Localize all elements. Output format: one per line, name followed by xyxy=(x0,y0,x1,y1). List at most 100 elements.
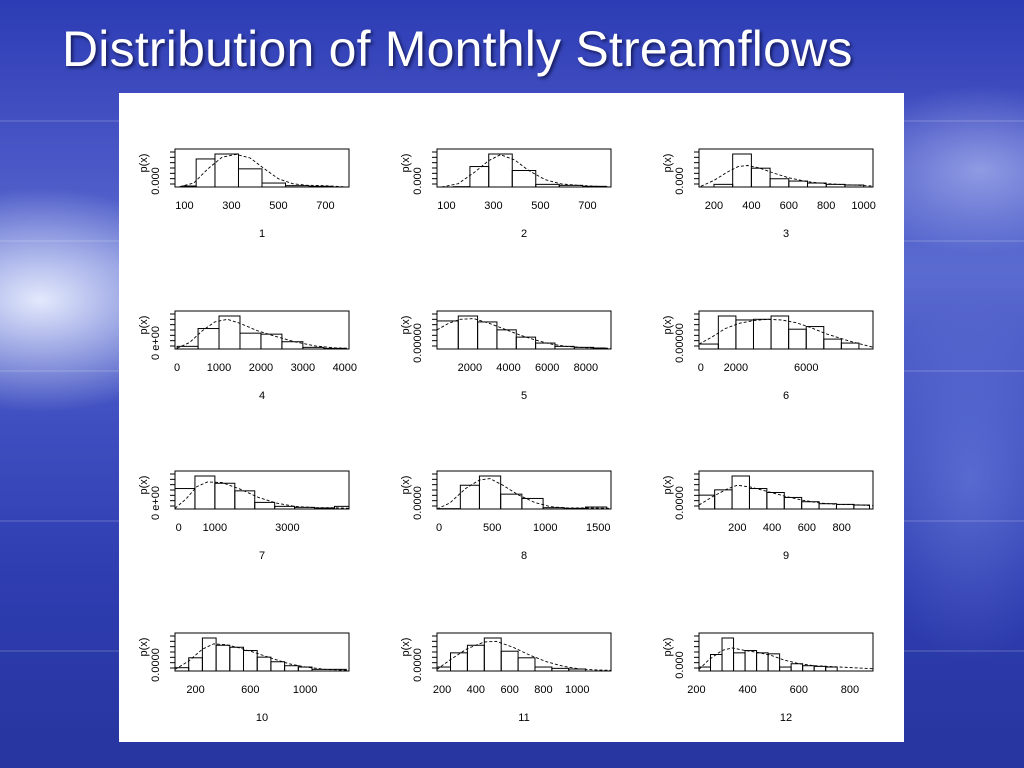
x-tick-label: 600 xyxy=(790,684,808,696)
x-tick-label: 600 xyxy=(500,684,518,696)
panel-title: 12 xyxy=(780,712,792,724)
x-tick-label: 200 xyxy=(433,684,451,696)
histogram-bar xyxy=(261,182,287,188)
histogram-10: 200 600 1000 p(x)0.0000 10 xyxy=(138,632,350,724)
histogram-bar xyxy=(521,497,544,510)
x-tick-label: 100 xyxy=(437,200,455,212)
x-tick-label: 1000 xyxy=(293,684,317,696)
histogram-bar xyxy=(260,333,283,350)
y-tick-label: 0.000 xyxy=(674,167,686,195)
histogram-bar xyxy=(256,656,272,672)
density-curve xyxy=(698,318,874,348)
x-tick-label: 1500 xyxy=(586,522,610,534)
density-curve xyxy=(441,154,612,188)
histogram-bar xyxy=(801,501,820,510)
histogram-bar xyxy=(744,650,758,672)
y-axis-label: p(x) xyxy=(138,476,150,495)
histogram-bar xyxy=(823,338,842,350)
y-axis-label: p(x) xyxy=(400,154,412,173)
panel-title: 3 xyxy=(783,228,789,240)
x-tick-label: 700 xyxy=(316,200,334,212)
histogram-bar xyxy=(214,482,236,510)
histogram-bar xyxy=(769,178,790,188)
y-axis-label: p(x) xyxy=(662,154,674,173)
histogram-bar xyxy=(568,668,587,672)
x-tick-label: 6000 xyxy=(535,362,559,374)
x-tick-label: 1000 xyxy=(207,362,231,374)
x-tick-label: 1000 xyxy=(565,684,589,696)
histogram-bar xyxy=(551,667,570,672)
histogram-bar xyxy=(717,315,737,350)
histogram-9: 200 400 600 800 p(x)0.0000 9 xyxy=(662,470,874,562)
histogram-bar xyxy=(215,644,231,672)
histogram-bar xyxy=(813,665,827,672)
x-tick-label: 100 xyxy=(175,200,193,212)
histogram-bar xyxy=(274,505,296,510)
x-tick-label: 0 xyxy=(436,522,442,534)
histogram-bar xyxy=(500,650,519,672)
x-tick-label: 300 xyxy=(484,200,502,212)
x-tick-label: 0 xyxy=(174,362,180,374)
histogram-1: 100 300 500 700 p(x)0.000 1 xyxy=(138,148,350,240)
histogram-12: 200 400 600 800 p(x)0.000 12 xyxy=(662,632,874,724)
histogram-bar xyxy=(825,183,846,188)
x-tick-label: 400 xyxy=(467,684,485,696)
y-axis-label: p(x) xyxy=(400,638,412,657)
histogram-bar xyxy=(732,153,752,188)
histogram-bar xyxy=(334,505,350,510)
histogram-bar xyxy=(457,315,479,350)
y-axis-label: p(x) xyxy=(662,638,674,657)
histogram-bar xyxy=(807,182,827,188)
slide-title: Distribution of Monthly Streamflows xyxy=(62,21,853,77)
x-tick-label: 6000 xyxy=(794,362,818,374)
x-tick-label: 800 xyxy=(833,522,851,534)
histogram-bar xyxy=(323,347,346,350)
histogram-bar xyxy=(714,489,733,510)
x-tick-label: 2000 xyxy=(458,362,482,374)
density-curve xyxy=(176,318,350,349)
x-tick-label: 3000 xyxy=(291,362,315,374)
x-tick-label: 500 xyxy=(531,200,549,212)
histogram-bar xyxy=(805,326,825,350)
panel-title: 5 xyxy=(521,390,527,402)
panel-title: 11 xyxy=(518,712,529,724)
panel-title: 4 xyxy=(259,390,265,402)
x-tick-label: 2000 xyxy=(249,362,273,374)
y-tick-label: 0.0000 xyxy=(412,486,424,520)
histogram-bar xyxy=(756,652,769,672)
plot-frame xyxy=(698,148,874,188)
x-tick-label: 1000 xyxy=(203,522,227,534)
histogram-bar xyxy=(766,492,785,510)
plot-frame xyxy=(436,470,612,510)
histogram-bar xyxy=(517,657,536,672)
x-tick-label: 200 xyxy=(687,684,705,696)
histogram-bar xyxy=(779,666,792,672)
y-axis-label: p(x) xyxy=(400,476,412,495)
histogram-bar xyxy=(436,320,459,350)
histogram-bar xyxy=(188,657,203,672)
histogram-bar xyxy=(840,342,860,350)
histogram-bar xyxy=(853,504,871,510)
histogram-bar xyxy=(308,185,334,188)
density-curve xyxy=(698,484,874,507)
histogram-bar xyxy=(237,168,263,188)
histogram-bar xyxy=(748,488,768,510)
histogram-bar xyxy=(767,653,781,672)
histogram-bar xyxy=(201,637,217,672)
x-tick-label: 800 xyxy=(841,684,859,696)
histogram-bar xyxy=(752,318,772,350)
density-curve xyxy=(436,640,612,671)
histogram-bar xyxy=(284,665,299,672)
x-tick-label: 8000 xyxy=(574,362,598,374)
x-tick-label: 0 xyxy=(698,362,704,374)
x-tick-label: 500 xyxy=(269,200,287,212)
histogram-bar xyxy=(469,166,490,188)
histogram-bar xyxy=(477,321,498,350)
histogram-bar xyxy=(181,185,197,188)
x-tick-label: 600 xyxy=(798,522,816,534)
histogram-bar xyxy=(558,184,584,188)
y-tick-label: 0.000 xyxy=(674,651,686,679)
y-tick-label: 0.0000 xyxy=(150,648,162,682)
panel-title: 6 xyxy=(783,390,789,402)
plot-frame xyxy=(174,470,350,510)
